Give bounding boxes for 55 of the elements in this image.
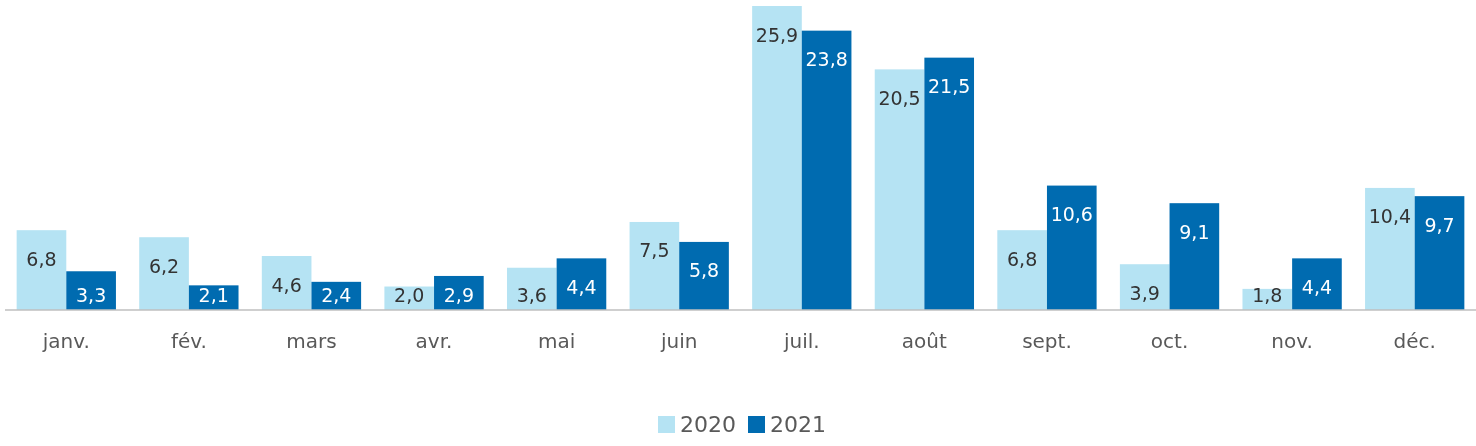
x-tick-label: oct. [1150,329,1189,353]
data-label: 2,9 [443,283,474,306]
x-tick-label: août [901,329,948,353]
bar [1119,264,1170,310]
bar [139,237,189,310]
data-label: 4,4 [566,275,597,298]
data-label: 9,1 [1179,220,1210,243]
data-label: 3,9 [1129,281,1160,304]
data-label: 6,8 [26,247,57,270]
legend-label: 2021 [770,412,826,437]
x-tick-label: nov. [1271,329,1313,353]
bar [679,241,729,310]
bar [1414,196,1465,310]
x-tick-label: avr. [415,329,453,353]
bar [1169,203,1220,310]
x-tick-label: janv. [41,329,90,353]
data-label: 3,3 [76,283,107,306]
data-label: 5,8 [688,259,720,282]
bar [261,256,312,310]
bar [1046,185,1097,310]
bar [1365,187,1415,310]
data-label: 25,9 [755,23,799,46]
bar [752,6,802,310]
bar [556,258,607,310]
data-label: 2,1 [198,283,229,306]
data-label: 9,7 [1424,213,1455,236]
x-tick-label: déc. [1393,329,1436,353]
x-tick-label: juin [659,329,698,353]
bar [924,57,975,310]
bar [997,230,1047,310]
data-label: 4,4 [1301,275,1333,298]
data-label: 3,6 [516,283,547,306]
data-label: 1,8 [1252,283,1283,306]
x-tick-label: sept. [1022,329,1072,353]
x-tick-label: mars [286,329,337,353]
data-label: 21,5 [928,75,971,98]
data-label: 2,0 [394,283,425,306]
data-label: 10,4 [1368,205,1412,228]
data-label: 6,8 [1007,247,1038,270]
data-label: 10,6 [1050,203,1093,226]
data-label: 23,8 [805,48,848,71]
legend-label: 2020 [680,412,736,437]
bar [801,30,852,310]
data-label: 7,5 [639,239,670,262]
bar [874,69,925,310]
data-label: 2,4 [321,283,352,306]
bar [16,230,67,310]
data-label: 6,2 [148,254,180,277]
x-tick-label: juil. [782,329,820,353]
bar [629,221,680,310]
x-tick-label: fév. [170,329,207,353]
x-tick-label: mai [537,329,576,353]
data-label: 4,6 [271,273,302,296]
bar [1292,258,1342,310]
data-label: 20,5 [878,86,921,109]
